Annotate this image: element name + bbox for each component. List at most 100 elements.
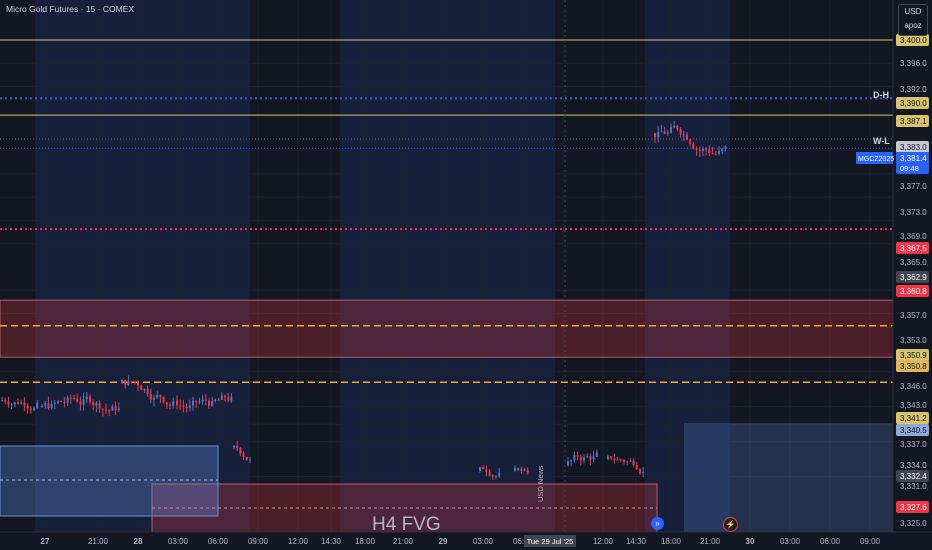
price-tick-label: 3,377.0 xyxy=(900,182,927,191)
candle-body xyxy=(498,472,501,477)
news-label: USD News xyxy=(536,465,545,502)
currency-label: USD xyxy=(904,7,922,16)
candle-body xyxy=(4,400,7,402)
candle-body xyxy=(105,409,107,411)
candle-body xyxy=(41,406,43,408)
candle-body xyxy=(689,139,692,144)
candle-body xyxy=(227,397,230,401)
time-tick-label: 14:30 xyxy=(321,537,342,546)
price-tag-bg xyxy=(896,115,929,127)
candle-body xyxy=(220,395,223,400)
symbol-title: Micro Gold Futures · 15 · COMEX xyxy=(6,4,135,14)
candle-body xyxy=(613,458,616,461)
price-tick-label: 3,346.0 xyxy=(900,382,927,391)
candle-body xyxy=(520,469,523,471)
candle-body xyxy=(146,389,149,394)
price-tick-label: 3,387.1 xyxy=(900,117,927,126)
candle-body xyxy=(718,151,720,155)
replay-icon[interactable]: » xyxy=(651,517,664,530)
price-tick-label: 3,392.0 xyxy=(900,85,927,94)
price-tick-label: 3,337.0 xyxy=(900,440,927,449)
time-tick-label: 30 xyxy=(746,537,755,546)
candle-body xyxy=(73,397,75,399)
candle-body xyxy=(705,149,708,151)
price-tick-label: 3,396.0 xyxy=(900,59,927,68)
price-tick-label: 3,334.0 xyxy=(900,461,927,470)
candle-body xyxy=(176,400,178,406)
time-tick-label: 09:00 xyxy=(860,537,881,546)
price-tag-bg xyxy=(896,501,929,513)
candle-body xyxy=(198,401,201,403)
candle-body xyxy=(169,404,171,406)
candle-body xyxy=(7,401,10,405)
candle-body xyxy=(639,469,641,473)
price-tag-bg xyxy=(896,412,929,424)
candle-body xyxy=(679,129,682,135)
price-tick-label: 3,373.0 xyxy=(900,208,927,217)
candle-body xyxy=(143,389,146,391)
price-tag-bg xyxy=(896,470,929,482)
candle-body xyxy=(654,133,656,138)
candle-body xyxy=(95,402,98,406)
time-tick-label: 21:00 xyxy=(88,537,109,546)
candle-body xyxy=(224,395,226,398)
currency-button[interactable]: USD apoz xyxy=(898,4,928,36)
price-tag-bg xyxy=(896,424,929,436)
candle-body xyxy=(245,457,248,461)
session-band xyxy=(35,0,250,532)
symbol-tag: MGCZ2025 xyxy=(858,156,894,163)
weekly-low-label: W-L xyxy=(873,136,890,146)
candle-body xyxy=(23,402,26,406)
candle-body xyxy=(124,379,127,385)
countdown-label: 09:48 xyxy=(900,164,919,173)
candle-body xyxy=(514,468,516,471)
candle-body xyxy=(567,461,569,465)
candle-body xyxy=(66,397,69,403)
candle-body xyxy=(60,401,63,403)
fvg-zone-upper xyxy=(0,299,894,358)
candle-body xyxy=(660,131,663,133)
candle-body xyxy=(686,134,688,140)
candle-body xyxy=(156,395,159,398)
candle-body xyxy=(230,396,233,401)
price-tick-label: 3,357.0 xyxy=(900,311,927,320)
candle-body xyxy=(724,145,727,149)
candle-body xyxy=(114,406,117,411)
candle-body xyxy=(233,445,235,448)
candle-body xyxy=(619,459,622,461)
candle-body xyxy=(589,456,592,460)
lightning-icon[interactable]: ⚡ xyxy=(723,517,738,532)
time-tick-label: 06:00 xyxy=(820,537,841,546)
cursor-date-bg xyxy=(524,535,576,547)
candle-body xyxy=(576,455,579,457)
cursor-date-label: Tue 29 Jul '25 xyxy=(527,537,574,546)
candle-body xyxy=(479,467,481,471)
candle-body xyxy=(635,464,638,470)
candle-body xyxy=(188,405,191,409)
price-tick-label: 3,331.0 xyxy=(900,482,927,491)
price-tag-bg xyxy=(896,360,929,372)
candle-body xyxy=(695,148,698,151)
candle-body xyxy=(165,402,168,405)
countdown-bg xyxy=(896,163,929,174)
candle-body xyxy=(85,396,88,400)
candle-body xyxy=(592,456,595,460)
candle-body xyxy=(616,459,619,461)
candle-body xyxy=(642,471,645,473)
candle-body xyxy=(92,402,95,406)
daily-high-label: D-H xyxy=(873,90,889,100)
candle-body xyxy=(623,460,625,462)
candle-body xyxy=(711,152,714,154)
time-tick-label: 09:00 xyxy=(248,537,269,546)
price-tick-label: 3,383.0 xyxy=(900,143,927,152)
time-tick-label: 21:00 xyxy=(393,537,414,546)
candle-body xyxy=(10,404,13,406)
candle-body xyxy=(629,460,632,462)
candle-body xyxy=(47,403,50,409)
candle-body xyxy=(162,397,165,403)
candle-body xyxy=(89,396,91,403)
price-tick-label: 3,400.0 xyxy=(900,36,927,45)
candle-body xyxy=(526,470,529,473)
price-tick-label: 3,360.8 xyxy=(900,287,927,296)
